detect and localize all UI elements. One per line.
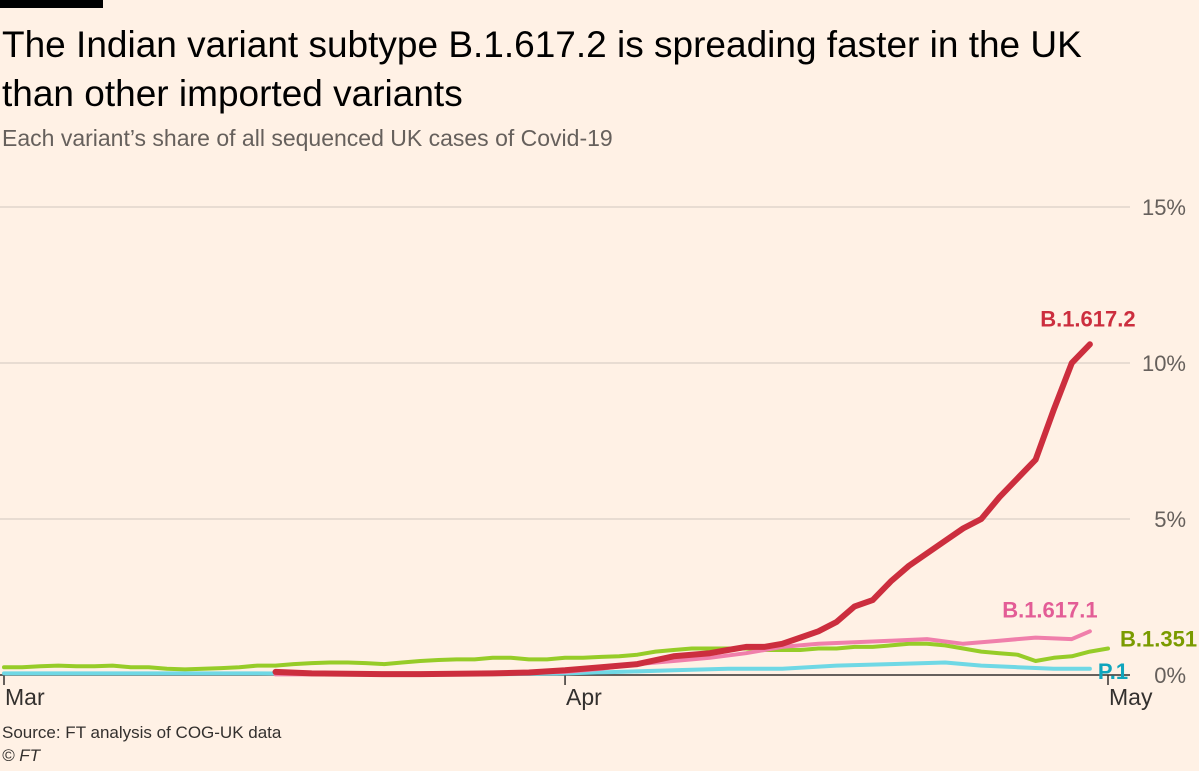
x-tick-label: May <box>1109 684 1153 710</box>
brand-bar <box>0 0 103 8</box>
credit-note: © FT <box>2 746 41 765</box>
y-tick-label: 0% <box>1154 663 1186 688</box>
chart-subtitle: Each variant’s share of all sequenced UK… <box>2 125 613 151</box>
series-line-b-1-617-2 <box>272 341 1093 678</box>
series-labels: B.1.351 P.1 B.1.617.1 B.1.617.2 <box>1002 306 1197 683</box>
x-tick-label: Apr <box>566 684 602 710</box>
y-tick-label: 10% <box>1142 351 1186 376</box>
x-tick-label: Mar <box>5 684 45 710</box>
series-line-b-1-351 <box>2 641 1110 672</box>
line-chart: 0%5%10%15%Mar Apr May B.1.351P.1B.1.617.1B… <box>0 195 1197 710</box>
series-label-b-1-617-2: B.1.617.2 <box>1040 306 1135 331</box>
y-tick-label: 15% <box>1142 195 1186 220</box>
series-lines <box>2 341 1110 678</box>
grid-lines <box>0 206 1130 520</box>
series-label-b-1-351: B.1.351 <box>1120 626 1197 651</box>
source-note: Source: FT analysis of COG-UK data <box>2 723 282 742</box>
series-label-b-1-617-1: B.1.617.1 <box>1002 597 1097 622</box>
chart-title: The Indian variant subtype B.1.617.2 is … <box>2 24 1082 114</box>
series-label-p-1: P.1 <box>1098 659 1128 684</box>
y-tick-label: 5% <box>1154 507 1186 532</box>
axes: 0% 5% 10% 15% Mar Apr May <box>0 195 1186 710</box>
